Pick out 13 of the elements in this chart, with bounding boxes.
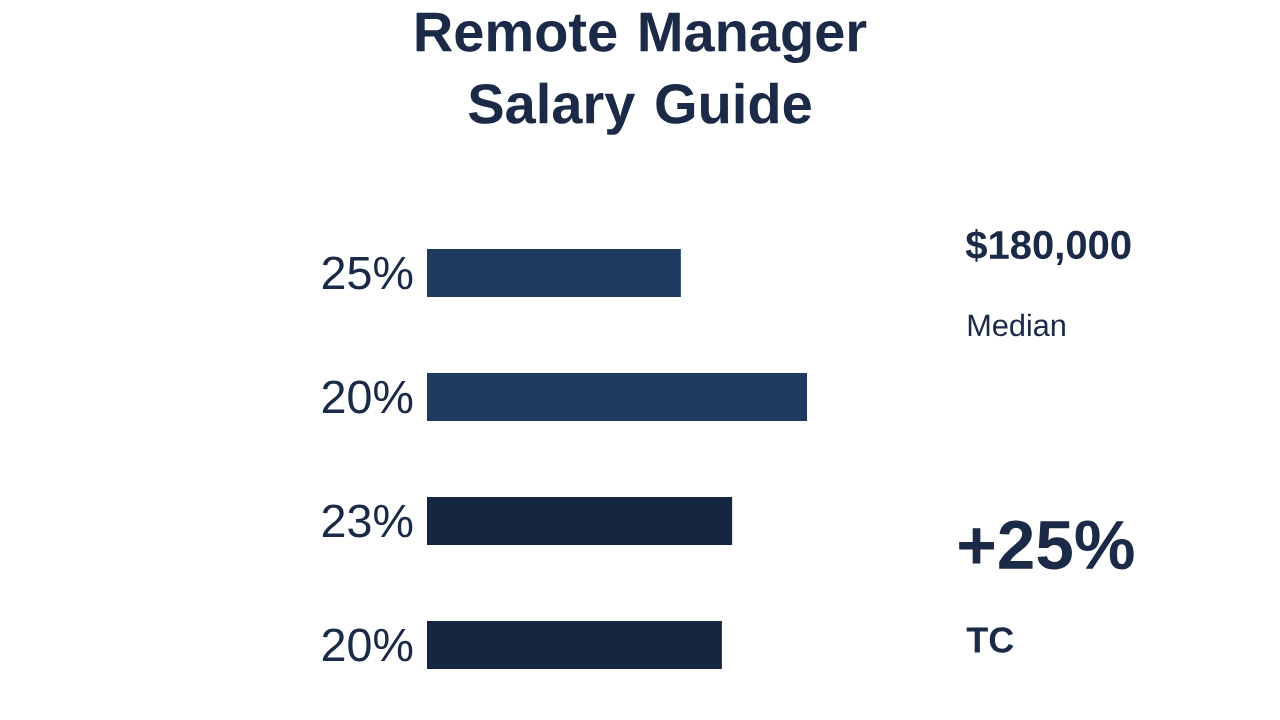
text: $180,000 [965, 229, 1131, 265]
y-tick-label: 20% [322, 380, 413, 414]
bar [427, 248, 681, 297]
y-tick-label: 25% [322, 256, 413, 290]
text: Median [968, 313, 1065, 337]
text: +25% [959, 520, 1134, 570]
y-tick-label: 20% [322, 628, 413, 662]
chart-title: Remote Manager Salary Guide [416, 12, 867, 135]
y-tick-label: 23% [322, 504, 413, 538]
bar [427, 496, 733, 545]
bar [427, 620, 722, 669]
text: TC [966, 627, 1014, 653]
bar [427, 372, 807, 421]
